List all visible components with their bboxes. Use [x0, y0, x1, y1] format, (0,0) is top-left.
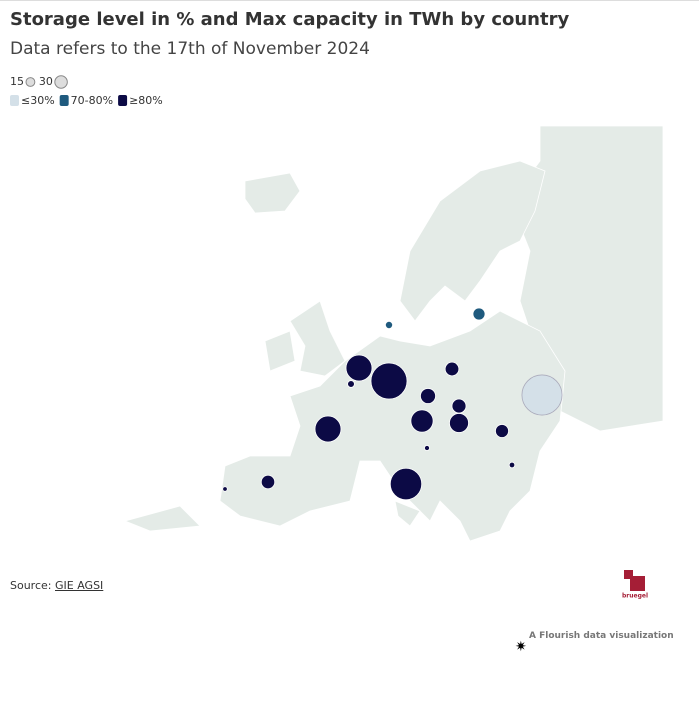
bubble — [389, 467, 423, 501]
bubble — [472, 307, 486, 321]
bubble — [222, 486, 228, 492]
size-legend-circle — [25, 77, 36, 87]
bubble — [495, 424, 509, 438]
logo-mark — [630, 576, 645, 591]
bubble — [444, 361, 460, 377]
flourish-icon: ✷ — [515, 639, 527, 655]
land — [123, 125, 664, 542]
bubble — [384, 320, 394, 330]
bubble — [314, 415, 342, 443]
bubble — [449, 413, 469, 433]
bubble — [410, 409, 434, 433]
title: Storage level in % and Max capacity in T… — [10, 9, 570, 30]
logo-mark — [624, 570, 633, 579]
source-link[interactable]: GIE AGSI — [55, 579, 104, 592]
legend-label: 70-80% — [71, 94, 113, 107]
size-legend-label: 30 — [39, 75, 53, 88]
size-legend-label: 15 — [10, 75, 24, 88]
legend-label: ≤30% — [21, 94, 55, 107]
bubble — [521, 374, 563, 416]
legend-label: ≥80% — [129, 94, 163, 107]
legend-swatch — [10, 95, 19, 106]
legend-swatch — [59, 95, 69, 106]
legend-swatch — [118, 95, 128, 106]
credit[interactable]: A Flourish data visualization — [529, 631, 674, 641]
size-legend-circle — [54, 75, 68, 89]
bubble — [347, 380, 355, 388]
bubble — [424, 445, 430, 451]
bubble — [345, 354, 373, 382]
bubble — [508, 461, 516, 469]
logo-text: bruegel — [622, 593, 648, 600]
bubble — [451, 398, 467, 414]
bubble — [420, 388, 436, 404]
subtitle: Data refers to the 17th of November 2024 — [10, 39, 370, 59]
bubble — [370, 362, 408, 400]
source: Source: GIE AGSI — [10, 579, 103, 592]
bubble — [260, 474, 276, 490]
source-label: Source: — [10, 579, 52, 592]
